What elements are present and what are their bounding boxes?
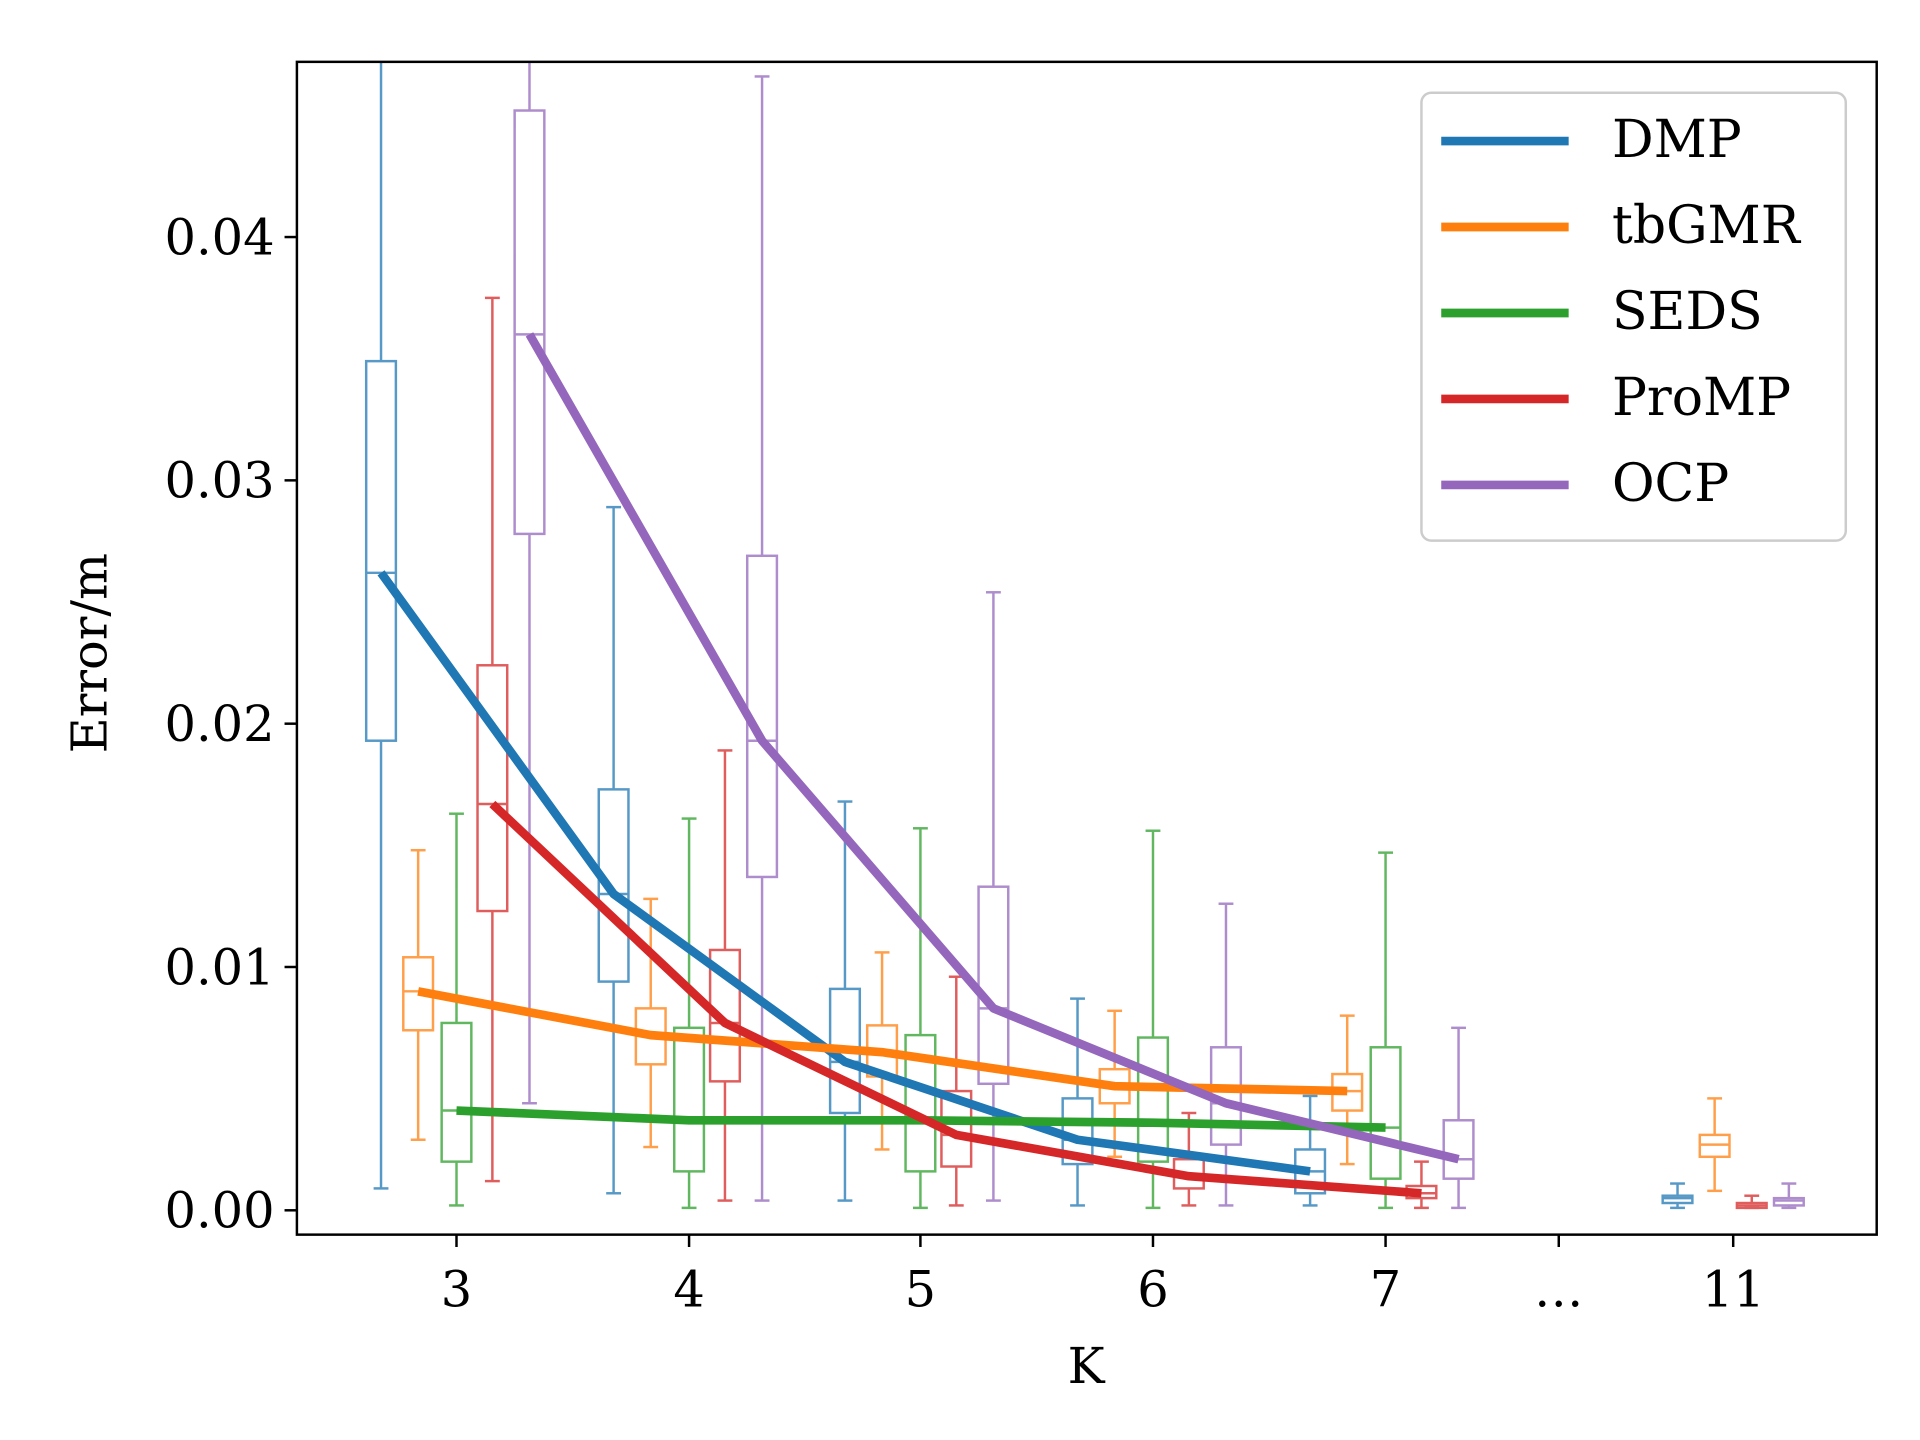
y-tick-label: 0.00 <box>164 1182 274 1240</box>
box <box>940 1089 973 1168</box>
box <box>440 1021 473 1163</box>
box <box>364 359 398 742</box>
x-tick-label: 3 <box>441 1260 472 1318</box>
box <box>1442 1119 1475 1180</box>
x-tick-label: 7 <box>1370 1260 1401 1318</box>
box <box>1369 1046 1402 1180</box>
legend-label: ProMP <box>1612 368 1791 428</box>
box <box>513 109 546 536</box>
legend-label: SEDS <box>1612 282 1763 342</box>
x-tick-label: 11 <box>1702 1260 1765 1318</box>
y-tick-label: 0.03 <box>164 452 274 510</box>
x-tick-label: … <box>1534 1260 1583 1318</box>
y-axis-label: Error/m <box>60 553 118 753</box>
x-tick-label: 6 <box>1137 1260 1168 1318</box>
y-tick-label: 0.02 <box>164 695 274 753</box>
box <box>672 1026 706 1173</box>
y-tick-label: 0.04 <box>164 208 274 266</box>
x-tick-label: 5 <box>905 1260 936 1318</box>
median-line <box>456 1106 1386 1132</box>
box <box>476 664 509 913</box>
box <box>1136 1036 1170 1163</box>
plot-area <box>364 61 1805 1210</box>
box <box>977 885 1010 1086</box>
box-group <box>440 812 1402 1210</box>
legend-label: OCP <box>1612 454 1729 514</box>
box <box>708 948 742 1083</box>
legend-label: DMP <box>1612 110 1742 170</box>
x-tick-label: 4 <box>673 1260 704 1318</box>
box <box>597 788 630 983</box>
x-axis-label: K <box>1068 1337 1106 1395</box>
legend-label: tbGMR <box>1612 196 1802 256</box>
box-group <box>513 61 1805 1210</box>
box-group <box>402 848 1731 1193</box>
axes-frame <box>295 60 1878 1236</box>
y-tick-label: 0.01 <box>164 938 274 996</box>
box <box>745 554 779 879</box>
box <box>904 1033 937 1173</box>
legend: DMP tbGMR SEDS ProMP OCP <box>1420 91 1848 542</box>
legend-frame <box>1420 91 1848 542</box>
